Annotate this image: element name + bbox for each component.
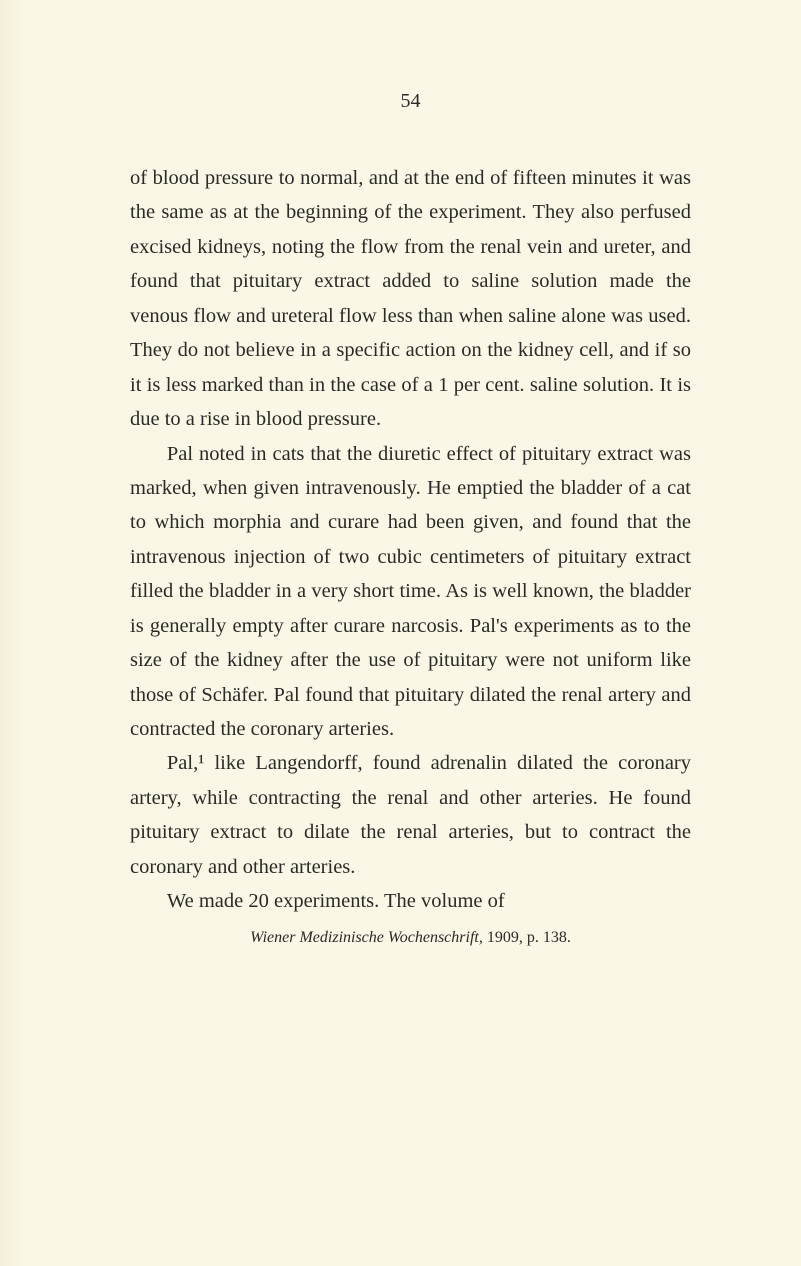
- paragraph-4: We made 20 experiments. The volume of: [130, 884, 691, 918]
- page: 54 of blood pressure to normal, and at t…: [0, 0, 801, 1266]
- footnote: Wiener Medizinische Wochenschrift, 1909,…: [130, 929, 691, 947]
- paragraph-1: of blood pressure to normal, and at the …: [130, 161, 691, 437]
- footnote-citation-italic: Wiener Medizinische Wochenschrift,: [250, 929, 483, 946]
- paragraph-2: Pal noted in cats that the diuretic effe…: [130, 437, 691, 747]
- page-number: 54: [130, 90, 691, 113]
- paragraph-3: Pal,¹ like Langendorff, found adrenalin …: [130, 746, 691, 884]
- body-text: of blood pressure to normal, and at the …: [130, 161, 691, 919]
- footnote-citation-rest: 1909, p. 138.: [483, 929, 571, 946]
